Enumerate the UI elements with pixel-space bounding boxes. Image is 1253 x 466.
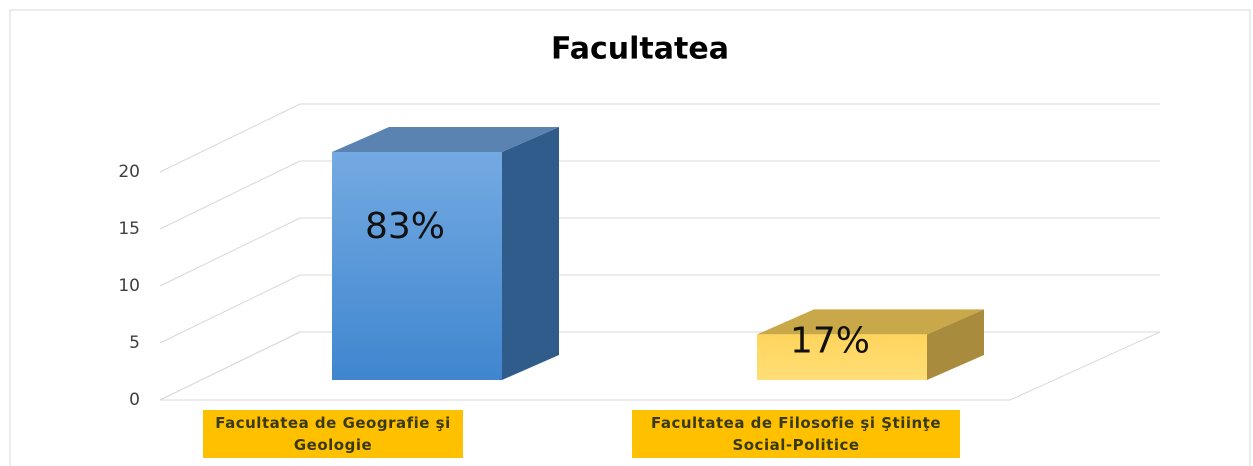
bar-top (757, 309, 984, 335)
y-tick-label: 5 (129, 333, 140, 353)
data-label: 17% (790, 320, 870, 361)
y-tick-label: 0 (129, 390, 140, 410)
x-tick-label: Facultatea de Filosofie şi Ştiinţe Socia… (632, 410, 960, 458)
grid-line (159, 160, 301, 230)
bar-side (502, 127, 559, 380)
y-tick-label: 10 (118, 276, 140, 296)
grid-line (159, 103, 301, 173)
floor (159, 331, 1161, 401)
y-tick-label: 20 (118, 162, 140, 182)
y-tick-label: 15 (118, 219, 140, 239)
data-label: 83% (365, 206, 445, 247)
frame (9, 9, 1251, 466)
chart-title: Facultatea (551, 32, 729, 67)
bar (757, 334, 927, 380)
bar-top (332, 127, 559, 152)
x-tick-label: Facultatea de Geografie şi Geologie (203, 410, 463, 458)
grid-line (159, 331, 301, 401)
grid-line (159, 217, 301, 287)
grid-line (159, 274, 301, 344)
bar (332, 152, 502, 380)
bar-side (927, 309, 984, 380)
